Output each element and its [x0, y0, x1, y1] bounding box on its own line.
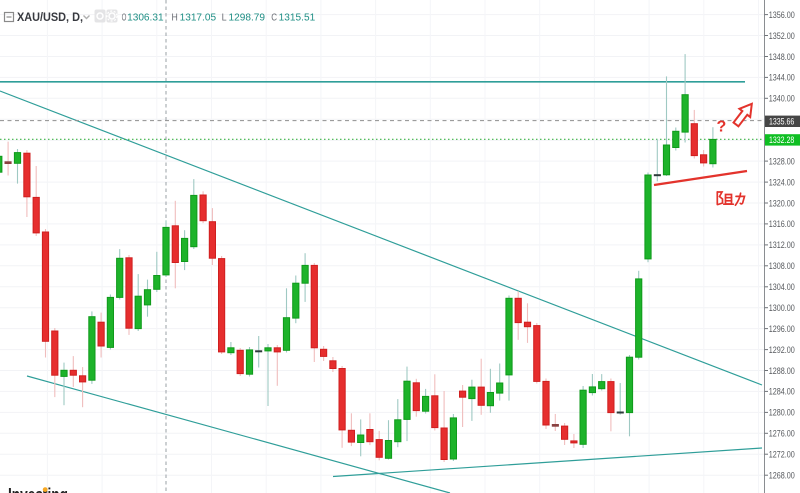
svg-text:?: ?: [717, 119, 727, 136]
svg-text:1352.00: 1352.00: [769, 30, 795, 41]
svg-text:1332.28: 1332.28: [769, 134, 794, 145]
svg-text:1356.00: 1356.00: [769, 9, 795, 20]
svg-text:1348.00: 1348.00: [769, 51, 795, 62]
svg-text:1300.00: 1300.00: [769, 302, 795, 313]
svg-text:1284.00: 1284.00: [769, 386, 795, 397]
svg-text:1280.00: 1280.00: [769, 407, 795, 418]
svg-text:1315.51: 1315.51: [279, 12, 316, 23]
svg-text:1344.00: 1344.00: [769, 72, 795, 83]
svg-text:1298.79: 1298.79: [229, 12, 266, 23]
svg-text:L: L: [222, 12, 227, 23]
svg-text:Investing: Investing: [8, 485, 68, 493]
svg-text:C: C: [271, 12, 277, 23]
svg-text:1296.00: 1296.00: [769, 323, 795, 334]
svg-text:1317.05: 1317.05: [180, 12, 217, 23]
svg-text:1304.00: 1304.00: [769, 281, 795, 292]
svg-text:1324.00: 1324.00: [769, 176, 795, 187]
svg-text:1276.00: 1276.00: [769, 428, 795, 439]
svg-text:1308.00: 1308.00: [769, 260, 795, 271]
svg-text:1312.00: 1312.00: [769, 239, 795, 250]
svg-text:O: O: [122, 12, 127, 23]
svg-text:1288.00: 1288.00: [769, 365, 795, 376]
svg-text:XAU/USD, D,: XAU/USD, D,: [17, 12, 83, 24]
svg-text:1316.00: 1316.00: [769, 218, 795, 229]
svg-text:H: H: [172, 12, 178, 23]
svg-text:1335.66: 1335.66: [769, 116, 794, 127]
svg-text:1340.00: 1340.00: [769, 93, 795, 104]
svg-text:1306.31: 1306.31: [127, 12, 164, 23]
svg-text:1268.00: 1268.00: [769, 470, 795, 481]
svg-text:1320.00: 1320.00: [769, 197, 795, 208]
svg-text:1328.00: 1328.00: [769, 155, 795, 166]
svg-text:1272.00: 1272.00: [769, 449, 795, 460]
svg-text:1292.00: 1292.00: [769, 344, 795, 355]
